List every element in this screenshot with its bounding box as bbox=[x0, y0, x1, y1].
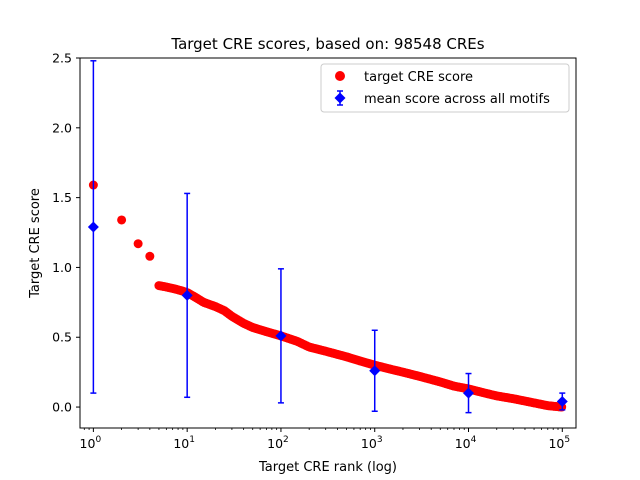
y-tick-label: 2.5 bbox=[52, 51, 72, 66]
mean-point bbox=[181, 289, 193, 301]
score-point bbox=[145, 251, 155, 261]
score-point bbox=[133, 239, 143, 249]
legend-label-mean: mean score across all motifs bbox=[364, 92, 550, 107]
ticks: 0.0 0.5 1.0 1.5 2.0 2.5 100 101 102 103 104 105 bbox=[52, 51, 570, 452]
score-point bbox=[117, 215, 127, 225]
y-tick-label: 2.0 bbox=[52, 120, 72, 135]
axes-frame bbox=[79, 57, 577, 429]
x-tick-label: 103 bbox=[361, 435, 383, 451]
mean-point bbox=[87, 221, 99, 233]
x-tick-label: 100 bbox=[80, 435, 102, 451]
legend-marker-mean bbox=[334, 92, 346, 104]
chart-title: Target CRE scores, based on: 98548 CREs bbox=[170, 35, 484, 53]
y-axis-label: Target CRE score bbox=[28, 188, 43, 299]
x-tick-label: 104 bbox=[455, 435, 477, 451]
x-tick-label: 101 bbox=[173, 435, 195, 451]
y-tick-label: 0.5 bbox=[52, 330, 72, 345]
plot-area bbox=[87, 60, 568, 414]
legend-marker-score bbox=[335, 71, 345, 81]
x-tick-label: 102 bbox=[267, 435, 289, 451]
legend: target CRE score mean score across all m… bbox=[320, 63, 570, 113]
x-axis-label: Target CRE rank (log) bbox=[258, 460, 397, 475]
legend-label-score: target CRE score bbox=[364, 70, 473, 85]
y-tick-label: 1.5 bbox=[52, 190, 72, 205]
mean-point bbox=[463, 387, 475, 399]
mean-point bbox=[369, 365, 381, 377]
mean-point bbox=[556, 395, 568, 407]
y-tick-label: 1.0 bbox=[52, 260, 72, 275]
mean-point bbox=[275, 330, 287, 342]
x-tick-label: 105 bbox=[548, 435, 570, 451]
legend-box bbox=[320, 63, 570, 113]
y-tick-label: 0.0 bbox=[52, 400, 72, 415]
